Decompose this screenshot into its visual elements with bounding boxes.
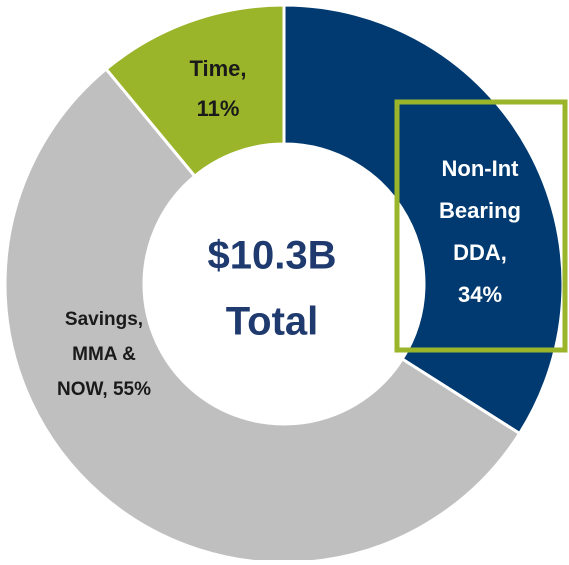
center-label: Total — [226, 300, 319, 344]
slice — [282, 3, 565, 436]
highlight-box — [394, 99, 568, 353]
slices — [3, 3, 565, 565]
slice-label: 11% — [197, 96, 240, 121]
slice-label: Bearing — [439, 198, 521, 223]
slice-label: MMA & — [72, 344, 136, 365]
slice-label: Time, — [189, 56, 246, 81]
labels: Non-Int Bearing DDA, 34% Savings, MMA & NOW, 5… — [57, 56, 521, 400]
center-label: $10.3B — [208, 234, 337, 278]
slice-label: DDA, — [453, 240, 507, 265]
slice — [104, 3, 286, 179]
slice-label: NOW, 55% — [57, 379, 151, 400]
slice-label: Non-Int — [442, 156, 520, 181]
slice-label: Savings, — [65, 309, 143, 330]
slice-label: 34% — [458, 282, 502, 307]
